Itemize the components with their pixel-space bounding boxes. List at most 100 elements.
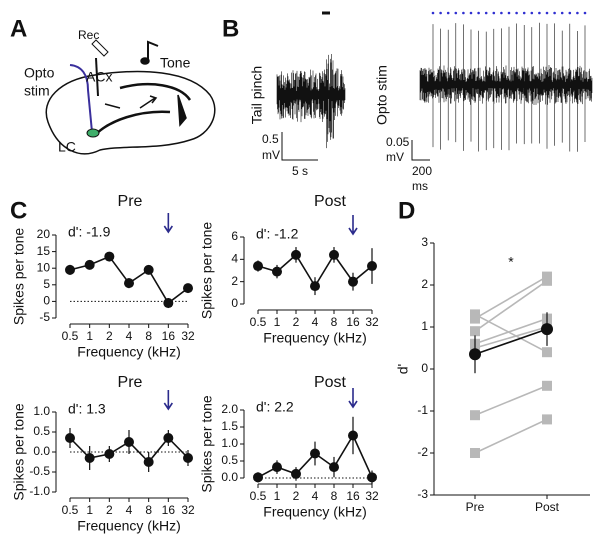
point bbox=[470, 410, 480, 421]
stim-dot bbox=[492, 11, 496, 15]
point bbox=[367, 261, 377, 272]
x-tick-label: 16 bbox=[162, 503, 176, 517]
panel-letter: A bbox=[10, 15, 27, 42]
scale-label: 0.05 bbox=[386, 135, 410, 149]
stim-dot bbox=[560, 11, 564, 15]
point bbox=[469, 348, 481, 361]
x-tick-label: 4 bbox=[312, 489, 319, 503]
point bbox=[470, 448, 480, 458]
stim-dot bbox=[538, 11, 541, 15]
arrow bbox=[163, 390, 173, 411]
annotation: d': 1.3 bbox=[68, 401, 106, 417]
stim-dot bbox=[500, 11, 503, 15]
stim-dot bbox=[469, 11, 473, 15]
point bbox=[253, 261, 263, 272]
y-tick-label: -2 bbox=[417, 445, 428, 459]
x-tick-label: 1 bbox=[274, 315, 281, 329]
point bbox=[541, 323, 553, 336]
point bbox=[124, 437, 134, 447]
point bbox=[367, 472, 377, 483]
scale-label: 5 s bbox=[292, 164, 308, 178]
stim-dot bbox=[477, 11, 480, 15]
x-tick-label: 32 bbox=[365, 489, 379, 503]
label: Rec bbox=[78, 28, 99, 42]
y-tick-label: 6 bbox=[231, 229, 238, 243]
y-axis-label: d' bbox=[395, 364, 411, 374]
y-tick-label: 0.5 bbox=[33, 424, 50, 438]
x-tick-label: 2 bbox=[106, 503, 113, 517]
x-tick-label: 8 bbox=[145, 329, 152, 343]
point bbox=[65, 433, 75, 443]
point bbox=[183, 283, 193, 294]
label: Opto bbox=[24, 65, 55, 81]
y-tick-label: 2 bbox=[421, 277, 428, 291]
x-tick-label: 16 bbox=[346, 315, 360, 329]
x-tick-label: 2 bbox=[106, 329, 113, 343]
y-tick-label: 10 bbox=[37, 260, 51, 274]
line bbox=[474, 275, 548, 320]
point bbox=[542, 347, 552, 358]
y-tick-label: 3 bbox=[421, 235, 428, 249]
x-tick-label: 0.5 bbox=[62, 503, 79, 517]
point bbox=[542, 414, 552, 425]
x-axis-label: Frequency (kHz) bbox=[263, 330, 366, 346]
x-tick-label: 2 bbox=[293, 489, 300, 503]
y-tick-label: 1.0 bbox=[221, 436, 238, 450]
stim-dot bbox=[484, 11, 488, 15]
x-tick-label: 32 bbox=[181, 503, 195, 517]
y-tick-label: 1.0 bbox=[33, 404, 50, 418]
point bbox=[542, 275, 552, 286]
y-tick-label: 0 bbox=[421, 361, 428, 375]
point bbox=[163, 298, 174, 309]
x-tick-label: 16 bbox=[346, 489, 360, 503]
x-tick-label: 0.5 bbox=[62, 329, 79, 343]
line bbox=[474, 313, 548, 353]
point bbox=[143, 264, 154, 275]
scale-label: mV bbox=[386, 150, 404, 164]
point bbox=[183, 453, 193, 463]
y-axis-label: Spikes per tone bbox=[199, 222, 215, 319]
point bbox=[143, 457, 154, 467]
point bbox=[104, 449, 115, 459]
line bbox=[474, 280, 548, 332]
point bbox=[163, 433, 174, 443]
point bbox=[329, 462, 339, 473]
panel-letter: D bbox=[398, 197, 415, 224]
x-axis-label: Frequency (kHz) bbox=[77, 344, 180, 360]
stim-dot bbox=[462, 11, 465, 15]
y-tick-label: -3 bbox=[417, 487, 428, 501]
x-tick-label: 4 bbox=[312, 315, 319, 329]
arrow bbox=[163, 213, 173, 234]
stim-dot bbox=[439, 11, 442, 15]
arrow bbox=[348, 388, 358, 409]
x-tick-label: Post bbox=[535, 500, 560, 514]
annotation: d': 2.2 bbox=[256, 399, 294, 415]
line bbox=[474, 328, 548, 356]
x-tick-label: 0.5 bbox=[250, 315, 267, 329]
annotation: d': -1.9 bbox=[68, 224, 111, 240]
point bbox=[272, 462, 282, 473]
annotation: * bbox=[508, 254, 514, 270]
trace bbox=[276, 53, 346, 149]
y-tick-label: 4 bbox=[231, 252, 238, 266]
label: Tone bbox=[160, 55, 191, 71]
chart-title: Post bbox=[314, 374, 347, 391]
point bbox=[542, 380, 552, 391]
x-tick-label: 8 bbox=[331, 489, 338, 503]
y-tick-label: 0.5 bbox=[221, 453, 238, 467]
point bbox=[291, 249, 301, 260]
panel-letter: C bbox=[10, 197, 27, 224]
point bbox=[348, 430, 358, 441]
stim-dot bbox=[576, 11, 579, 15]
annotation: d': -1.2 bbox=[256, 226, 299, 242]
x-tick-label: 4 bbox=[126, 503, 133, 517]
x-axis-label: Frequency (kHz) bbox=[77, 518, 180, 534]
stim-dot bbox=[568, 11, 572, 15]
line bbox=[474, 326, 548, 349]
stim-dot bbox=[553, 11, 556, 15]
y-tick-label: 0.0 bbox=[33, 444, 50, 458]
y-axis-label: Spikes per tone bbox=[11, 228, 27, 325]
stim-dot bbox=[507, 11, 511, 15]
line bbox=[474, 385, 548, 416]
